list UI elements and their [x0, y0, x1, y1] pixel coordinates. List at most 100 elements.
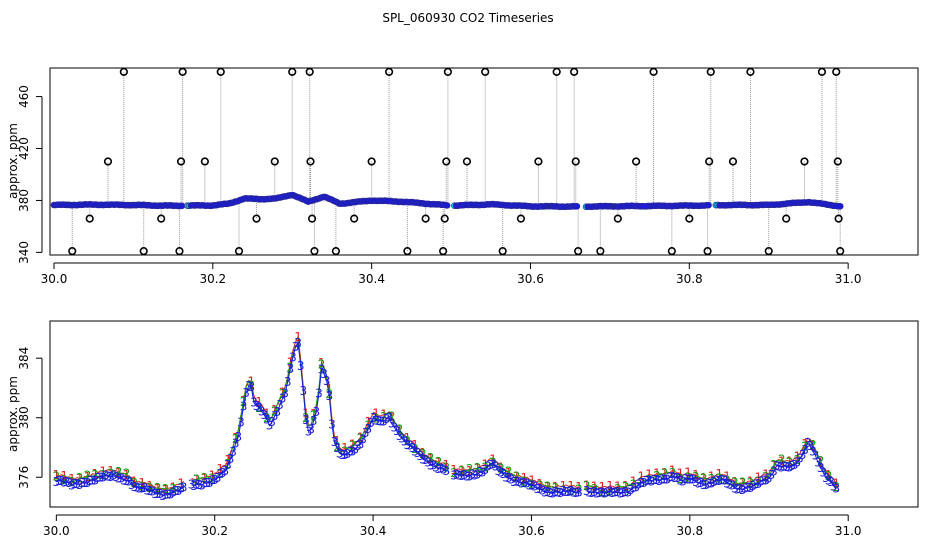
series-marker-3: 3: [414, 446, 422, 460]
series-marker-2: 2: [630, 478, 638, 492]
series-marker-2: 2: [809, 438, 817, 452]
series-marker-3: 3: [86, 474, 94, 488]
series-marker-3: 3: [765, 472, 773, 486]
series-marker-1: 1: [99, 464, 107, 478]
series-marker-3: 3: [125, 474, 133, 488]
series-marker-3: 3: [105, 469, 113, 483]
series-marker-3: 3: [315, 387, 323, 401]
outlier-point: [440, 214, 449, 223]
series-marker-1: 1: [162, 483, 170, 497]
overview-axes: 30.0 30.2 30.4 30.6 30.8 31.0 340 380 420 460: [17, 85, 862, 286]
series-marker-3: 3: [645, 474, 653, 488]
series-marker-3: 3: [510, 475, 518, 489]
series-marker-3: 3: [762, 474, 770, 488]
series-marker-2: 2: [209, 471, 217, 485]
series-marker-2: 2: [232, 432, 240, 446]
outlier-point: [85, 214, 94, 223]
series-marker-3: 3: [232, 436, 240, 450]
series-marker-3: 3: [253, 399, 261, 413]
series-marker-3: 3: [146, 484, 154, 498]
outlier-point: [834, 214, 843, 223]
overview-plot-frame: [49, 67, 919, 256]
series-marker-1: 1: [372, 406, 380, 420]
series-marker-3: 3: [604, 485, 612, 499]
series-marker-1: 1: [505, 466, 513, 480]
series-marker-3: 3: [81, 476, 89, 490]
series-marker-3: 3: [804, 436, 812, 450]
series-marker-1: 1: [209, 468, 217, 482]
series-marker-3: 3: [255, 401, 263, 415]
series-marker-2: 2: [419, 447, 427, 461]
series-marker-3: 3: [385, 411, 393, 425]
series-marker-3: 3: [656, 474, 664, 488]
series-marker-3: 3: [705, 476, 713, 490]
series-marker-2: 2: [271, 405, 279, 419]
series-line-2: [453, 462, 580, 492]
outlier-point: [706, 67, 715, 76]
series-marker-2: 2: [677, 472, 685, 486]
series-marker-3: 3: [534, 482, 542, 496]
series-marker-3: 3: [237, 416, 245, 430]
series-marker-3: 3: [703, 478, 711, 492]
series-marker-1: 1: [560, 479, 568, 493]
series-marker-3: 3: [404, 438, 412, 452]
data-point: [705, 201, 712, 209]
series-marker-3: 3: [547, 486, 555, 500]
series-marker-3: 3: [172, 484, 180, 498]
series-marker-3: 3: [721, 473, 729, 487]
series-marker-2: 2: [162, 482, 170, 496]
series-marker-2: 2: [177, 481, 185, 495]
series-marker-3: 3: [346, 445, 354, 459]
series-marker-1: 1: [224, 453, 232, 467]
series-marker-2: 2: [513, 470, 521, 484]
series-marker-3: 3: [817, 461, 825, 475]
series-marker-3: 3: [219, 466, 227, 480]
y-tick-label: 384: [17, 347, 31, 370]
series-marker-3: 3: [791, 458, 799, 472]
series-marker-3: 3: [536, 482, 544, 496]
series-marker-3: 3: [94, 471, 102, 485]
series-marker-2: 2: [170, 482, 178, 496]
series-marker-3: 3: [58, 474, 66, 488]
series-marker-3: 3: [502, 470, 510, 484]
outlier-point: [310, 247, 319, 256]
series-marker-2: 2: [84, 468, 92, 482]
series-marker-3: 3: [739, 483, 747, 497]
series-marker-2: 2: [653, 469, 661, 483]
series-marker-2: 2: [396, 422, 404, 436]
series-marker-1: 1: [833, 476, 841, 490]
series-marker-2: 2: [497, 461, 505, 475]
series-marker-1: 1: [427, 452, 435, 466]
series-marker-1: 1: [755, 470, 763, 484]
series-marker-1: 1: [419, 446, 427, 460]
series-marker-3: 3: [570, 485, 578, 499]
series-marker-3: 3: [440, 463, 448, 477]
series-marker-3: 3: [557, 486, 565, 500]
series-marker-3: 3: [786, 461, 794, 475]
series-marker-3: 3: [131, 480, 139, 494]
series-marker-2: 2: [146, 481, 154, 495]
outlier-point: [649, 67, 658, 76]
outlier-point: [403, 247, 412, 256]
series-marker-3: 3: [827, 475, 835, 489]
series-marker-3: 3: [807, 439, 815, 453]
series-marker-3: 3: [112, 470, 120, 484]
series-marker-3: 3: [614, 485, 622, 499]
series-marker-2: 2: [310, 409, 318, 423]
series-marker-3: 3: [458, 469, 466, 483]
series-marker-2: 2: [536, 478, 544, 492]
outlier-point: [574, 247, 583, 256]
series-marker-3: 3: [775, 459, 783, 473]
series-marker-3: 3: [378, 414, 386, 428]
series-marker-1: 1: [645, 467, 653, 481]
series-marker-3: 3: [497, 466, 505, 480]
outlier-point: [728, 157, 738, 166]
series-marker-3: 3: [640, 476, 648, 490]
series-marker-1: 1: [326, 382, 334, 396]
series-marker-3: 3: [474, 467, 482, 481]
series-marker-3: 3: [297, 359, 305, 373]
series-marker-3: 3: [214, 471, 222, 485]
series-marker-3: 3: [422, 453, 430, 467]
series-marker-3: 3: [697, 476, 705, 490]
